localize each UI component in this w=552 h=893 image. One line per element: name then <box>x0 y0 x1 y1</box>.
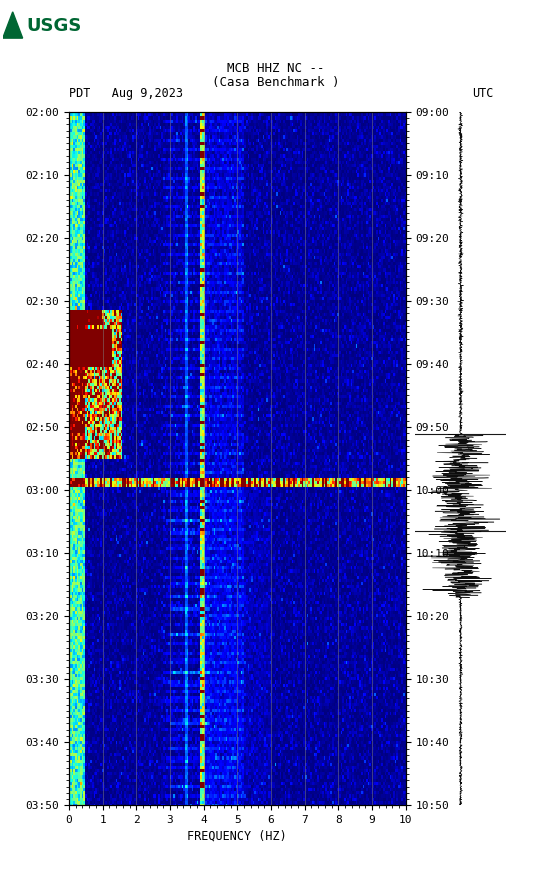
Text: PDT   Aug 9,2023: PDT Aug 9,2023 <box>69 88 183 100</box>
X-axis label: FREQUENCY (HZ): FREQUENCY (HZ) <box>188 830 287 842</box>
Text: UTC: UTC <box>472 88 493 100</box>
Text: MCB HHZ NC --: MCB HHZ NC -- <box>227 63 325 75</box>
Text: (Casa Benchmark ): (Casa Benchmark ) <box>213 76 339 88</box>
Text: USGS: USGS <box>26 17 81 35</box>
Polygon shape <box>3 12 23 38</box>
